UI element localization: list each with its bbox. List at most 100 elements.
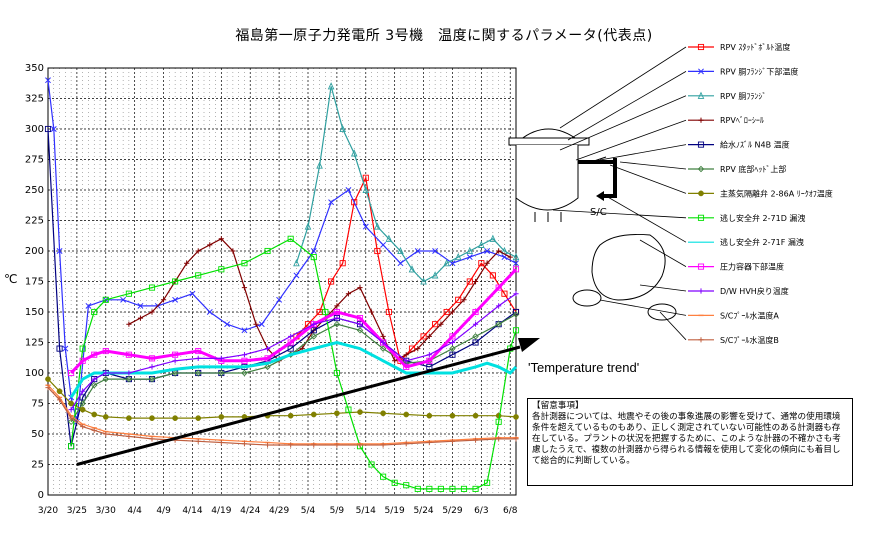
data-point bbox=[287, 345, 294, 352]
notice-body: 各計測器については、地震やその後の事象進展の影響を受けて、通常の使用環境条件を超… bbox=[532, 412, 841, 466]
data-point bbox=[264, 363, 271, 371]
pointer-line bbox=[639, 284, 687, 292]
data-point bbox=[339, 260, 346, 267]
y-tick-label: 200 bbox=[25, 246, 44, 257]
data-point bbox=[426, 485, 433, 492]
rpv-flange bbox=[508, 137, 590, 146]
data-point bbox=[287, 235, 294, 242]
data-point bbox=[334, 442, 340, 448]
data-point bbox=[310, 333, 318, 340]
reactor-diagram: S/C bbox=[508, 46, 687, 341]
data-point bbox=[362, 223, 369, 230]
data-point bbox=[449, 345, 456, 352]
data-point bbox=[126, 415, 132, 421]
y-tick-label: 100 bbox=[25, 368, 44, 379]
data-point bbox=[466, 246, 474, 255]
series-line bbox=[70, 313, 517, 423]
data-point bbox=[351, 199, 358, 206]
data-point bbox=[472, 308, 479, 316]
trend-arrow-head bbox=[518, 338, 540, 352]
series-line bbox=[47, 80, 517, 422]
series-2 bbox=[45, 77, 519, 425]
legend-entry: 逃し安全弁 2-71D 漏洩 bbox=[688, 213, 805, 223]
data-point bbox=[241, 441, 248, 447]
series-line bbox=[70, 238, 517, 490]
data-point bbox=[44, 125, 52, 133]
chart-title: 福島第一原子力発電所 3号機 温度に関するパラメータ(代表点) bbox=[235, 28, 653, 44]
pointer-line bbox=[659, 311, 687, 341]
valve-mark bbox=[587, 156, 607, 164]
x-tick-label: 5/14 bbox=[356, 506, 376, 516]
data-point bbox=[62, 345, 69, 352]
data-point bbox=[91, 308, 98, 316]
data-point bbox=[333, 369, 340, 377]
data-point bbox=[356, 315, 364, 322]
data-point bbox=[218, 355, 224, 361]
data-point bbox=[90, 381, 98, 389]
legend-entry: 主蒸気隔離弁 2-86A ﾘｰｸｵﾌ温度 bbox=[688, 188, 833, 198]
data-point bbox=[125, 351, 132, 358]
data-point bbox=[496, 303, 502, 309]
data-point bbox=[380, 442, 386, 448]
data-point bbox=[85, 302, 92, 309]
data-point bbox=[512, 252, 520, 261]
data-point bbox=[466, 278, 473, 285]
data-point bbox=[195, 438, 201, 444]
legend-swatch-marker bbox=[698, 190, 704, 197]
pointer-line bbox=[609, 164, 687, 194]
series-line bbox=[47, 128, 517, 447]
notice-box: 【留意事項】 各計測器については、地震やその後の事象進展の影響を受けて、通常の使… bbox=[527, 398, 853, 486]
data-point bbox=[310, 327, 317, 334]
data-point bbox=[403, 358, 409, 364]
data-point bbox=[102, 296, 109, 303]
data-point bbox=[333, 308, 340, 316]
x-tick-label: 6/8 bbox=[503, 506, 518, 516]
data-point bbox=[362, 185, 370, 194]
data-point bbox=[334, 303, 340, 309]
data-point bbox=[264, 247, 271, 255]
legend-swatch-marker bbox=[697, 141, 705, 148]
data-point bbox=[258, 321, 265, 328]
data-point bbox=[264, 442, 271, 448]
data-point bbox=[403, 352, 409, 358]
data-point bbox=[357, 409, 363, 415]
data-point bbox=[80, 424, 86, 430]
pointer-line bbox=[559, 95, 687, 151]
data-point bbox=[501, 290, 508, 297]
data-point bbox=[350, 149, 358, 157]
series-line bbox=[70, 268, 518, 375]
torus-right bbox=[647, 303, 677, 321]
data-point bbox=[79, 406, 86, 413]
pointer-line bbox=[605, 195, 687, 243]
data-point bbox=[230, 248, 236, 254]
data-point bbox=[172, 296, 179, 303]
data-point bbox=[397, 260, 404, 267]
data-point bbox=[512, 266, 520, 273]
legend-swatch-marker bbox=[697, 91, 705, 99]
data-point bbox=[484, 479, 491, 486]
pointer-line bbox=[559, 46, 687, 129]
data-point bbox=[241, 357, 248, 364]
x-tick-label: 5/9 bbox=[330, 506, 345, 516]
data-point bbox=[125, 375, 133, 383]
legend-entry: D/W HVH戻り温度 bbox=[688, 286, 789, 296]
data-point bbox=[345, 291, 352, 297]
pointer-line bbox=[619, 161, 687, 170]
data-point bbox=[67, 418, 75, 426]
data-point bbox=[45, 385, 51, 391]
data-point bbox=[472, 321, 479, 327]
x-tick-label: 4/24 bbox=[240, 506, 260, 516]
data-point bbox=[380, 339, 386, 346]
data-point bbox=[207, 242, 213, 248]
data-point bbox=[449, 333, 456, 340]
x-tick-labels: 3/20 3/25 3/30 4/4 4/9 4/14 4/19 4/24 4/29 5/4 5/9… bbox=[38, 506, 518, 516]
data-point bbox=[68, 400, 74, 407]
y-tick-label: 225 bbox=[25, 216, 44, 227]
legend-label: 逃し安全弁 2-71D 漏洩 bbox=[720, 213, 805, 223]
data-point bbox=[310, 254, 317, 261]
legend-label: 逃し安全弁 2-71F 漏洩 bbox=[720, 237, 804, 247]
data-point bbox=[316, 308, 323, 316]
legend-swatch-marker bbox=[697, 263, 705, 270]
trend-arrow bbox=[76, 338, 540, 466]
data-point bbox=[426, 412, 433, 419]
